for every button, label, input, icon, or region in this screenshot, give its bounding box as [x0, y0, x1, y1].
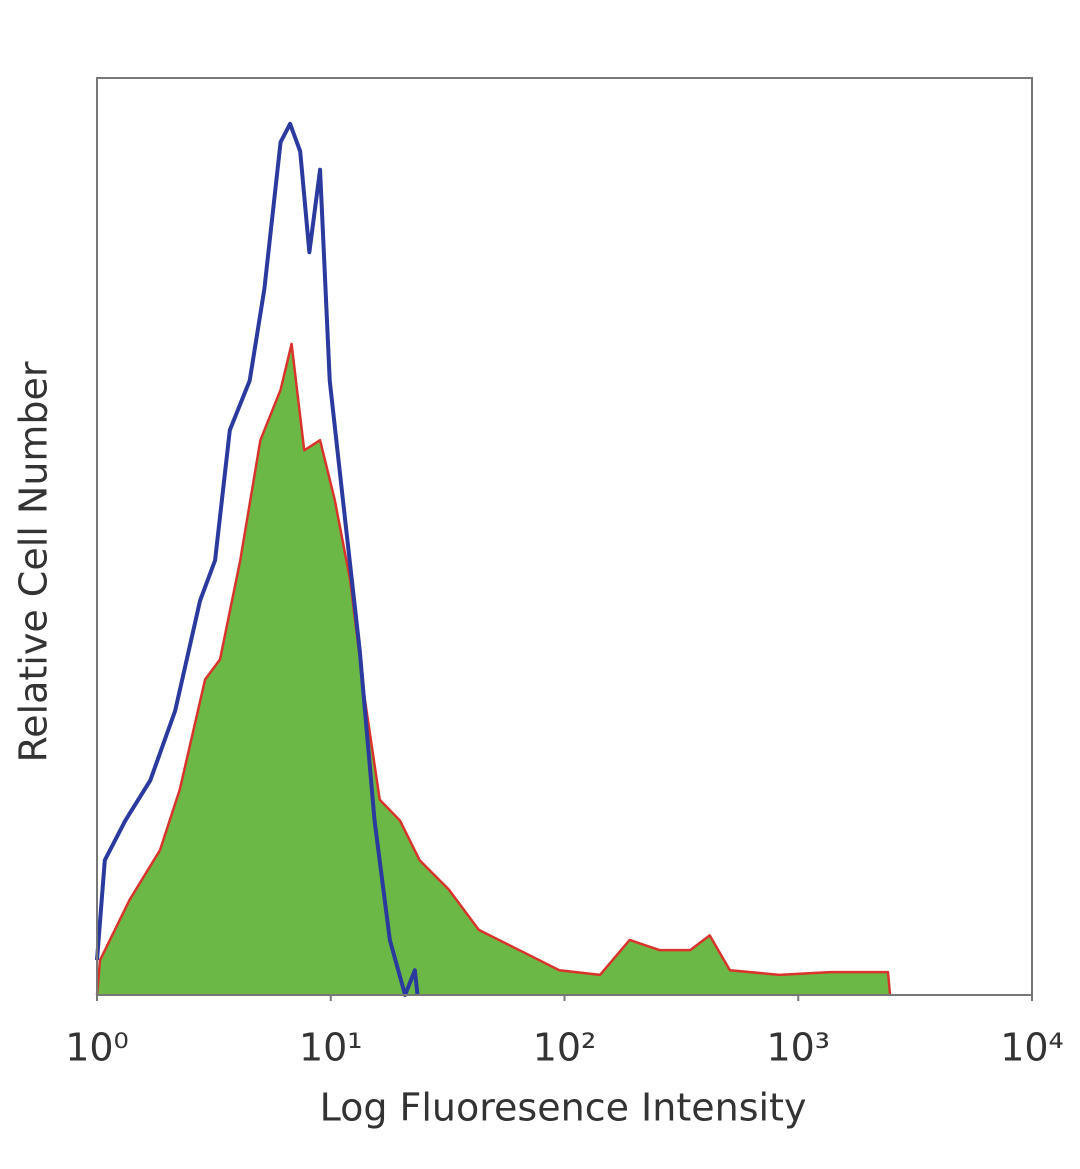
x-axis-label: Log Fluoresence Intensity	[320, 1086, 807, 1130]
x-tick-label: 10²	[533, 1026, 597, 1070]
x-tick-label: 10¹	[299, 1026, 363, 1070]
area	[97, 343, 891, 995]
line	[95, 342, 892, 996]
x-tick-label: 10⁴	[1000, 1026, 1064, 1070]
x-tick-label: 10⁰	[65, 1026, 129, 1070]
x-tick-label: 10³	[766, 1026, 830, 1070]
y-axis-label: Relative Cell Number	[12, 361, 56, 762]
line	[95, 121, 420, 997]
